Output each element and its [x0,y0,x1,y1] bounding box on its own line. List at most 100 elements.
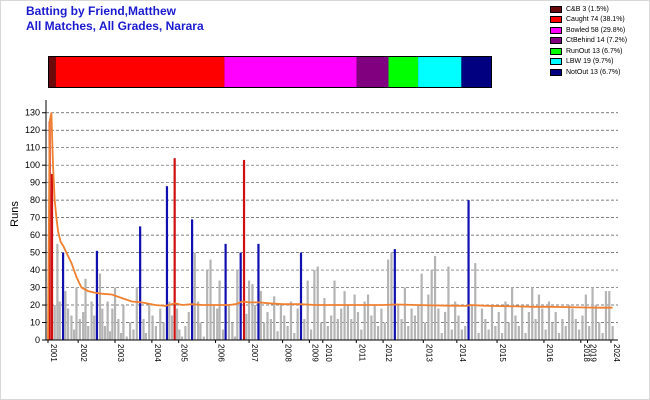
legend-swatch [550,5,562,13]
innings-bar [390,252,393,340]
innings-bar [420,273,423,340]
innings-bar [544,329,547,340]
x-tick-label: 2024 [612,344,621,362]
innings-bar [180,336,184,340]
x-tick-label: 2006 [217,344,226,362]
chart-subtitle: All Matches, All Grades, Narara [26,19,204,33]
innings-bar [259,291,262,340]
legend-swatch [550,58,562,66]
innings-bar [480,308,484,340]
innings-bar [224,243,227,340]
legend-swatch [550,26,562,34]
innings-bar [129,322,132,340]
innings-bar [108,331,112,340]
innings-bar [366,294,370,340]
innings-bar [403,287,406,340]
innings-bar [340,308,343,340]
innings-bar [360,329,363,340]
innings-bar [494,326,497,340]
innings-bar [407,326,410,340]
innings-bar [286,326,289,340]
innings-bar [557,333,561,340]
y-tick-label: 50 [30,248,40,258]
innings-bar [170,315,174,340]
y-tick-label: 70 [30,213,40,223]
innings-bar [95,250,99,340]
y-tick-label: 40 [30,265,40,275]
dismissal-segment [418,57,462,87]
innings-bar [484,319,487,340]
innings-bar [279,305,282,340]
innings-bar [376,326,380,340]
innings-bar [61,252,65,340]
innings-bar [571,308,574,340]
x-tick-label: 2014 [458,344,467,362]
innings-bar [393,249,396,340]
innings-bar [165,186,169,340]
innings-bar [581,315,584,340]
innings-bar [202,336,205,340]
innings-bar [122,305,125,340]
innings-bar [588,326,591,340]
innings-bar [190,219,194,340]
innings-bar [90,301,93,340]
innings-bar [175,308,179,340]
x-tick-label: 2001 [49,344,58,362]
innings-bar [454,301,457,340]
innings-bar [551,322,554,340]
innings-bar [598,322,601,340]
innings-bar [350,319,353,340]
innings-bar [106,301,109,340]
x-tick-label: 2009 [310,344,319,362]
innings-bar [326,326,329,340]
innings-bar [534,319,537,340]
innings-bar [296,308,299,340]
innings-bar [417,305,420,340]
x-tick-label: 2019 [589,344,598,362]
innings-bar [209,259,212,340]
innings-bar [154,326,158,340]
x-tick-label: 2005 [180,344,189,362]
innings-bar [269,319,272,340]
innings-bar [231,322,234,340]
innings-bar [541,308,544,340]
x-tick-label: 2003 [116,344,125,362]
innings-bar [507,322,510,340]
y-tick-label: 30 [30,283,40,293]
innings-bar [199,322,202,340]
innings-bar [397,305,400,340]
innings-bar [363,301,366,340]
innings-bar [554,312,557,340]
innings-bar [276,331,279,340]
legend-item: CtBehind 14 (7.2%) [550,36,648,47]
legend-swatch [550,16,562,24]
innings-bar [437,308,440,340]
innings-bar [289,301,293,340]
innings-bar [293,333,296,340]
legend-label: RunOut 13 (6.7%) [566,47,623,55]
dismissal-segment [356,57,389,87]
x-tick-label: 2016 [545,344,554,362]
innings-bar [82,312,85,340]
innings-bar [111,308,114,340]
innings-bar [440,333,443,340]
average-line [47,112,613,341]
innings-bar [299,252,303,340]
legend-item: RunOut 13 (6.7%) [550,46,648,57]
dismissal-segment [461,57,491,87]
innings-bar [604,291,608,340]
innings-bar [531,287,534,340]
innings-bar [497,312,500,340]
innings-bar [450,329,453,340]
x-tick-label: 2007 [250,344,259,362]
innings-bar [470,305,474,340]
legend-label: Caught 74 (38.1%) [566,16,625,24]
x-tick-label: 2015 [498,344,507,362]
x-tick-label: 2012 [384,344,393,362]
innings-bar [333,280,336,340]
innings-bar [84,278,87,340]
legend-swatch [550,47,562,55]
innings-bar [511,287,514,340]
innings-bar [370,315,373,340]
innings-bar [266,312,269,340]
